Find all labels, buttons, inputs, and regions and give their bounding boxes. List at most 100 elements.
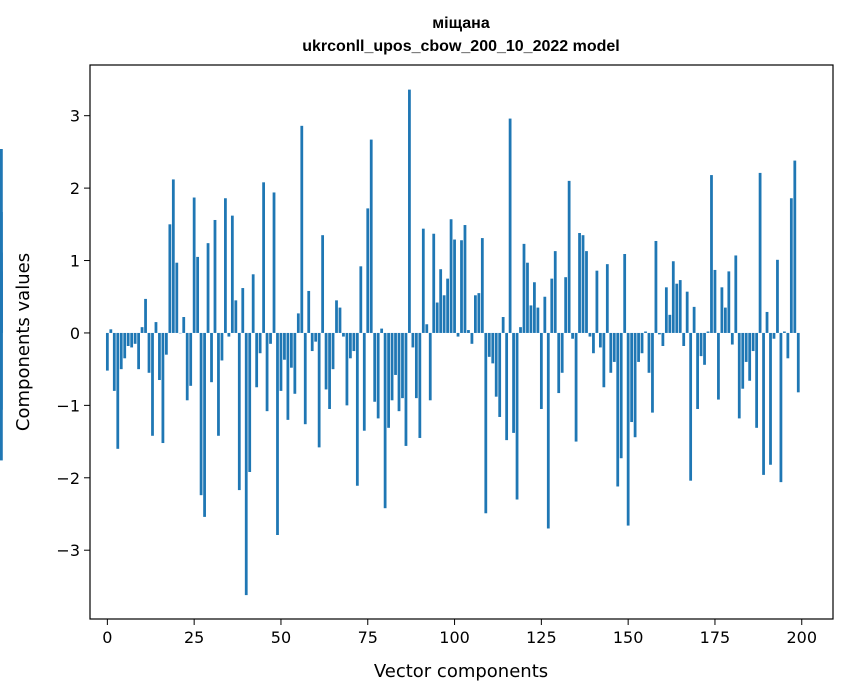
bar [293,332,297,394]
x-tick-label: 200 [786,628,817,647]
bar [289,332,293,368]
bar [661,332,665,346]
bar [338,307,342,333]
bar [310,332,314,352]
bar [428,332,432,401]
bar [647,332,651,373]
x-tick-label: 50 [271,628,291,647]
bar [314,332,318,342]
bar [630,332,634,423]
bar [453,239,456,333]
x-tick-label: 100 [439,628,470,647]
y-tick-label: −2 [56,469,80,488]
x-tick-label: 25 [184,628,204,647]
bar [269,332,272,344]
bar [359,266,363,333]
bar [470,332,474,344]
bar [373,332,377,402]
bar [710,175,713,333]
bar [571,332,574,339]
bar [789,198,793,333]
bar [112,332,116,391]
bar [140,327,144,333]
bar [432,233,436,333]
bar [151,332,154,436]
bar [196,256,200,333]
bar [279,332,283,391]
bar [352,332,356,352]
bar [644,331,647,333]
bar [380,328,384,333]
bar [272,192,276,333]
bar [706,331,710,333]
x-tick-label: 175 [700,628,731,647]
bar [435,302,439,333]
bar [303,332,307,425]
bar [185,332,189,401]
y-axis-ticks: −3 −2 −1 0 1 2 3 [56,107,90,560]
y-axis-label: Components values [13,253,34,431]
bar [411,332,415,348]
bar [588,332,592,337]
bar [543,296,547,333]
bar [529,305,533,333]
bar [324,332,328,390]
bar [619,332,623,459]
bar [585,251,588,333]
bar [109,329,113,333]
bar [560,332,564,373]
bar [119,332,123,370]
plot-frame [89,64,834,620]
bar [776,259,779,333]
bar [658,332,661,335]
bar [765,311,769,333]
bar [251,274,255,333]
bar [467,330,470,333]
chart-title-line2: ukrconll_upos_cbow_200_10_2022 model [302,38,619,55]
bar [682,332,686,346]
bar [265,332,269,412]
bar [276,332,279,535]
bar [741,332,745,389]
bar [526,262,529,333]
bar [234,300,238,333]
bar [203,332,206,517]
bar [501,317,505,333]
bar [158,332,161,381]
bar [147,332,151,373]
bar [390,332,394,401]
bar [515,332,519,500]
bar [609,332,613,373]
bar [421,228,425,333]
bar [168,224,172,333]
bar [498,332,502,417]
bar [796,332,800,393]
bar [349,332,352,359]
bar [508,118,512,333]
bar [605,264,609,333]
bar [744,332,748,362]
y-tick-label: −1 [56,396,80,415]
bar [418,332,422,438]
y-tick-label: 0 [70,324,80,343]
bar [550,278,554,333]
x-tick-label: 75 [358,628,378,647]
bar [161,332,165,444]
bar [623,254,627,333]
bar [105,332,109,371]
bar [210,332,213,383]
bar [723,307,727,333]
bar [755,332,759,428]
bar [699,332,703,357]
bar [164,332,168,355]
bar [567,180,571,333]
bar [355,332,359,486]
bar [487,332,491,357]
bar [345,332,349,406]
bar [612,332,616,362]
bar [449,219,453,333]
bar [387,332,390,428]
bar [678,280,682,333]
